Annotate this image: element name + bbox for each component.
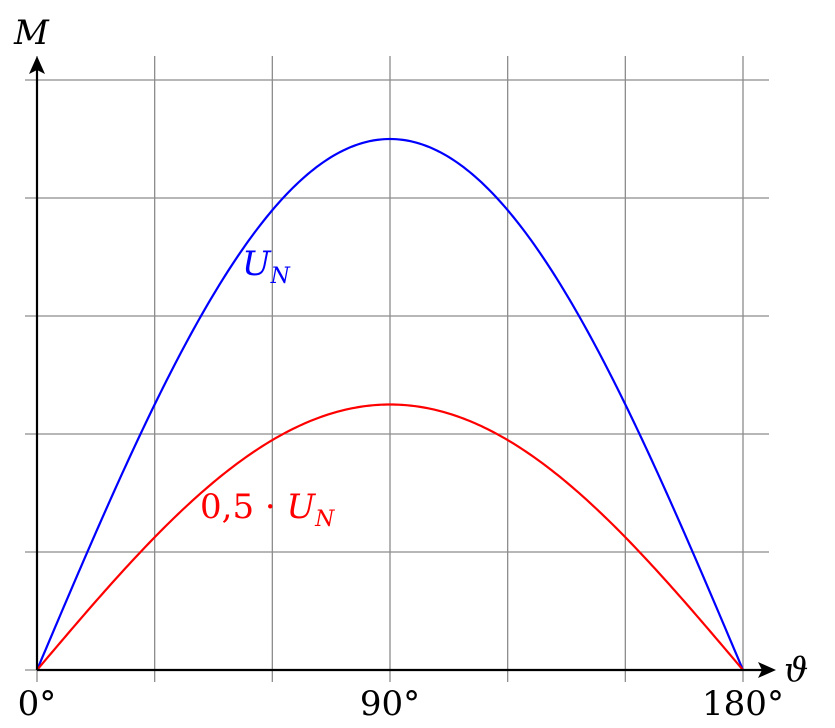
series-label-un-sub: N: [270, 264, 291, 289]
x-axis-label: ϑ: [784, 650, 808, 690]
x-tick-label-0: 0°: [18, 684, 57, 724]
y-axis-arrow: [29, 56, 45, 74]
x-tick-label-90: 90°: [360, 684, 420, 724]
series-label-un: UN: [242, 244, 291, 289]
series-label-half-un-sub: N: [314, 507, 335, 532]
curves: [35, 137, 745, 671]
series-un-line: [35, 137, 745, 671]
axes: [29, 56, 776, 678]
series-half-un-line: [36, 403, 744, 671]
y-axis-label: M: [13, 13, 50, 53]
series-label-half-un-main: U: [287, 487, 317, 527]
x-axis-arrow: [758, 662, 776, 678]
series-label-half-un: 0,5 · UN: [200, 487, 335, 532]
x-tick-label-180: 180°: [702, 684, 784, 724]
series-label-un-main: U: [242, 244, 272, 284]
grid: [25, 56, 769, 682]
series-label-half-un-prefix: 0,5 ·: [200, 487, 287, 527]
